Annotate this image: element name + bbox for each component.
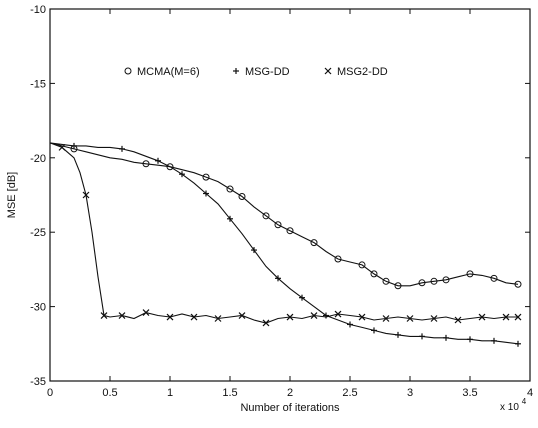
y-tick-label: -25 bbox=[30, 227, 46, 239]
plot-area bbox=[49, 8, 531, 382]
point-x bbox=[334, 310, 342, 318]
x-tick-label: 1 bbox=[167, 387, 173, 399]
point-x bbox=[430, 315, 438, 322]
series-line-circle bbox=[49, 142, 519, 287]
point-x bbox=[118, 312, 126, 319]
point-plus bbox=[119, 145, 125, 152]
point-x bbox=[190, 313, 198, 321]
point-plus bbox=[395, 331, 401, 338]
point-circle bbox=[466, 270, 474, 278]
point-plus bbox=[419, 333, 425, 340]
point-plus bbox=[491, 337, 497, 344]
point-plus bbox=[467, 336, 473, 343]
point-plus bbox=[347, 321, 353, 328]
y-tick-label: -30 bbox=[30, 302, 46, 314]
x-tick-label: 3.5 bbox=[462, 387, 477, 399]
point-circle bbox=[490, 274, 498, 282]
point-plus bbox=[371, 327, 377, 334]
point-circle bbox=[514, 280, 522, 288]
point-plus bbox=[443, 334, 449, 341]
x-tick-label: 2.5 bbox=[342, 387, 357, 399]
point-x bbox=[142, 309, 150, 316]
point-x bbox=[286, 313, 294, 321]
point-circle bbox=[262, 212, 270, 220]
point-circle bbox=[358, 261, 366, 269]
point-x bbox=[166, 313, 174, 321]
point-circle bbox=[370, 270, 378, 278]
point-plus bbox=[71, 142, 77, 149]
y-tick-label: -15 bbox=[30, 78, 46, 90]
point-circle bbox=[394, 282, 402, 290]
legend-marker-plus bbox=[233, 68, 239, 74]
point-circle bbox=[310, 239, 318, 247]
x-axis-label: Number of iterations bbox=[240, 402, 340, 414]
y-tick-label: -10 bbox=[30, 4, 46, 16]
point-plus bbox=[515, 340, 521, 347]
series-line-plus bbox=[49, 142, 519, 345]
point-circle bbox=[286, 227, 294, 235]
y-tick-label: -35 bbox=[30, 376, 46, 388]
series-line-x bbox=[49, 142, 518, 324]
point-x bbox=[478, 313, 486, 321]
point-circle bbox=[382, 277, 390, 285]
legend-label-circle: MCMA(M=6) bbox=[137, 66, 200, 78]
point-x bbox=[310, 312, 318, 319]
legend-label-plus: MSG-DD bbox=[245, 66, 290, 78]
x-tick-label: 4 bbox=[527, 387, 533, 399]
legend-marker-x bbox=[324, 67, 332, 75]
point-plus bbox=[155, 157, 161, 164]
point-x bbox=[58, 143, 66, 151]
point-x bbox=[454, 316, 462, 324]
point-circle bbox=[442, 276, 450, 284]
point-plus bbox=[299, 294, 305, 301]
point-x bbox=[382, 315, 390, 322]
point-circle bbox=[142, 160, 150, 168]
axis-ticks: 0 0.5 1 1.5 2 2.5 3 3.5 4 -35 -30 -25 -20 -15 -10 bbox=[30, 4, 533, 399]
point-plus bbox=[179, 171, 185, 178]
x-tick-label: 0 bbox=[47, 387, 53, 399]
legend-label-x: MSG2-DD bbox=[337, 66, 388, 78]
point-circle bbox=[418, 279, 426, 287]
point-x bbox=[502, 313, 510, 321]
point-circle bbox=[238, 192, 246, 200]
point-circle bbox=[202, 173, 210, 181]
point-circle bbox=[274, 221, 282, 229]
x-tick-label: 2 bbox=[287, 387, 293, 399]
point-plus bbox=[251, 247, 257, 254]
x-tick-label: 0.5 bbox=[102, 387, 117, 399]
point-circle bbox=[430, 277, 438, 285]
legend: MCMA(M=6) MSG-DD MSG2-DD bbox=[124, 66, 388, 78]
point-plus bbox=[275, 275, 281, 282]
point-plus bbox=[203, 190, 209, 197]
legend-marker-circle bbox=[124, 67, 132, 75]
point-circle bbox=[226, 185, 234, 193]
point-x bbox=[262, 319, 270, 327]
point-x bbox=[100, 312, 108, 319]
x-tick-label: 3 bbox=[407, 387, 413, 399]
point-x bbox=[358, 313, 366, 321]
point-circle bbox=[166, 163, 174, 171]
x-axis-multiplier: x 10 4 bbox=[500, 397, 527, 413]
y-tick-label: -20 bbox=[30, 153, 46, 165]
point-x bbox=[514, 313, 522, 321]
point-x bbox=[406, 315, 414, 322]
series-layer bbox=[49, 142, 522, 347]
x-tick-label: 1.5 bbox=[222, 387, 237, 399]
point-x bbox=[82, 191, 90, 199]
x-axis-multiplier-exponent: 4 bbox=[522, 397, 527, 406]
x-axis-multiplier-base: x 10 bbox=[500, 402, 519, 413]
y-axis-label: MSE [dB] bbox=[6, 172, 18, 218]
point-circle bbox=[334, 255, 342, 263]
point-x bbox=[238, 312, 246, 319]
point-plus bbox=[227, 215, 233, 222]
point-x bbox=[214, 315, 222, 322]
